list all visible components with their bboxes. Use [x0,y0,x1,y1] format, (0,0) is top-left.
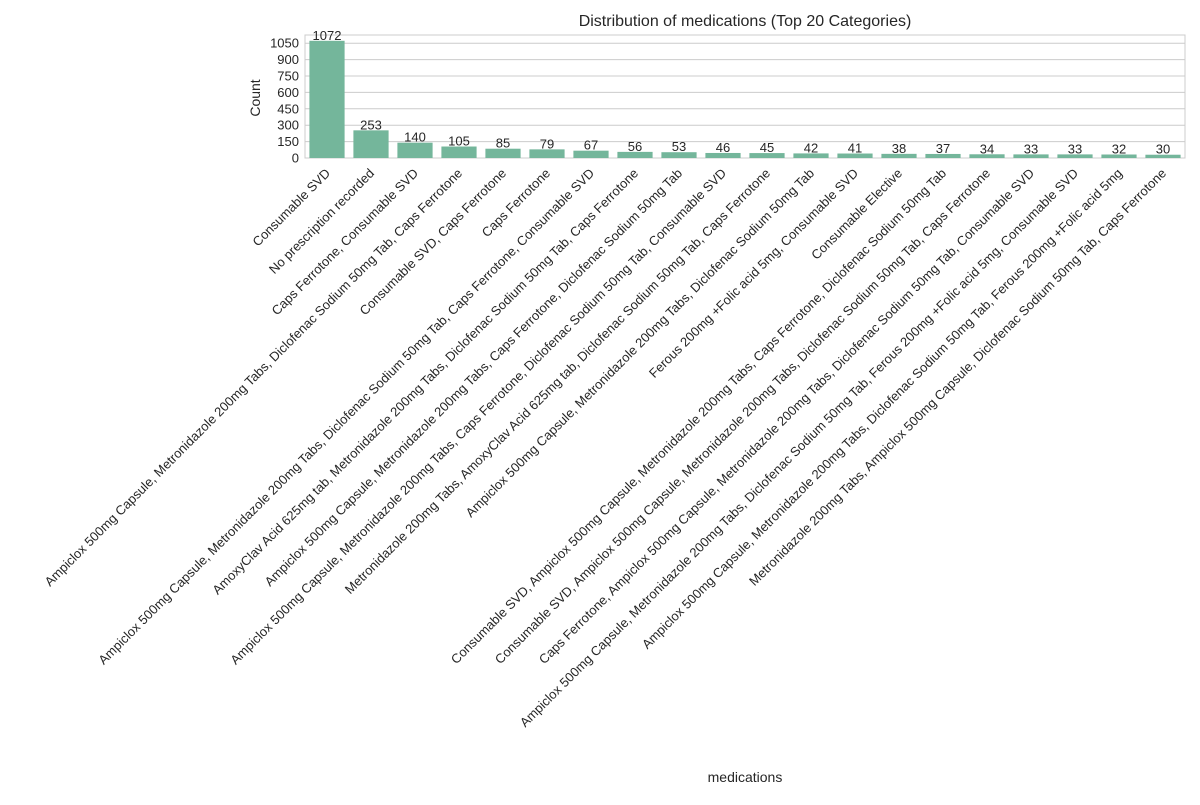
bar [441,146,477,158]
y-tick-label: 900 [277,52,299,67]
plot-area [304,34,1186,159]
bar-value-label: 38 [892,141,906,156]
bar [1101,154,1137,158]
bar [881,153,917,158]
bar [353,130,389,158]
bar-value-label: 30 [1156,142,1170,157]
data-labels: 1072 253 140 105 85 79 67 56 53 46 45 42 41 38 37 34 33 3… [313,28,1171,157]
bar-value-label: 32 [1112,142,1126,157]
chart-title: Distribution of medications (Top 20 Cate… [579,13,912,30]
grid-lines [305,42,1185,159]
bar [969,154,1005,158]
bar-value-label: 33 [1024,141,1038,156]
y-tick-label: 450 [277,101,299,116]
bar [1013,154,1049,158]
y-axis-label: Count [247,79,263,116]
bar-value-label: 33 [1068,141,1082,156]
bar [705,152,741,158]
y-tick-label: 150 [277,134,299,149]
bars [309,40,1181,159]
bar-value-label: 1072 [313,28,342,43]
y-tick-label: 750 [277,69,299,84]
bar [617,151,653,158]
x-tick-label: Consumable SVD [249,166,333,250]
y-tick-label: 600 [277,85,299,100]
bar-value-label: 140 [404,130,426,145]
x-tick-label: Metronidazole 200mg Tabs, Ampiclox 500mg… [746,166,1169,589]
bar-value-label: 56 [628,139,642,154]
bar [1057,154,1093,158]
x-axis-label: medications [708,769,783,785]
bar [309,40,345,159]
bar [397,142,433,158]
bar [793,153,829,158]
bar-value-label: 105 [448,134,470,149]
bar-value-label: 53 [672,139,686,154]
bar-value-label: 253 [360,117,382,132]
bar [573,150,609,158]
bar-value-label: 79 [540,136,554,151]
bar-value-label: 41 [848,141,862,156]
x-tick-label: Ferous 200mg +Folic acid 5mg, Consumable… [646,166,861,381]
y-tick-label: 1050 [270,36,299,51]
y-tick-label: 0 [292,151,299,166]
bar [485,148,521,158]
bar [749,153,785,158]
bar-value-label: 45 [760,140,774,155]
bar-value-label: 46 [716,140,730,155]
bar-value-label: 37 [936,141,950,156]
bar [661,152,697,158]
bar [925,153,961,158]
bar-value-label: 85 [496,136,510,151]
bar [529,149,565,158]
bar-value-label: 67 [584,138,598,153]
bar [837,153,873,158]
bar-value-label: 42 [804,140,818,155]
bar-value-label: 34 [980,141,994,156]
bar [1145,154,1181,158]
y-tick-label: 300 [277,118,299,133]
